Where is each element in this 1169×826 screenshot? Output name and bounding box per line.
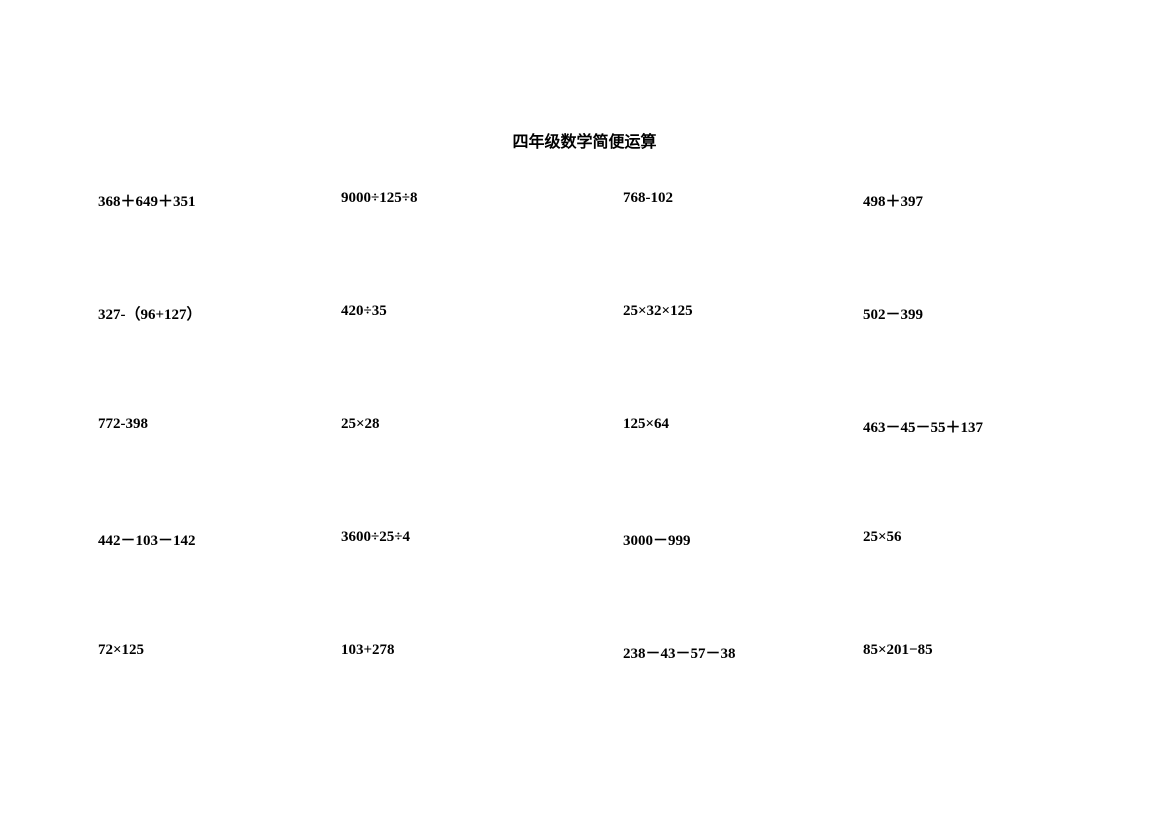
- problem-cell: 327-（96+127）: [98, 303, 341, 324]
- problem-cell: 463－45－55＋137: [863, 416, 1071, 437]
- problem-cell: 125×64: [623, 416, 863, 437]
- problem-cell: 368＋649＋351: [98, 190, 341, 211]
- problem-cell: 502－399: [863, 303, 1071, 324]
- problem-cell: 25×56: [863, 529, 1071, 550]
- page-container: 四年级数学简便运算 368＋649＋351 9000÷125÷8 768-102…: [0, 0, 1169, 826]
- page-title: 四年级数学简便运算: [98, 128, 1071, 152]
- problem-cell: 9000÷125÷8: [341, 190, 623, 211]
- problem-cell: 768-102: [623, 190, 863, 211]
- problem-cell: 103+278: [341, 642, 623, 663]
- problem-cell: 25×28: [341, 416, 623, 437]
- problem-cell: 498＋397: [863, 190, 1071, 211]
- problem-cell: 420÷35: [341, 303, 623, 324]
- problem-cell: 238－43－57－38: [623, 642, 863, 663]
- problem-cell: 85×201−85: [863, 642, 1071, 663]
- problem-cell: 25×32×125: [623, 303, 863, 324]
- problem-cell: 772-398: [98, 416, 341, 437]
- problem-cell: 3000－999: [623, 529, 863, 550]
- problems-grid: 368＋649＋351 9000÷125÷8 768-102 498＋397 3…: [98, 190, 1071, 663]
- problem-cell: 442－103－142: [98, 529, 341, 550]
- problem-cell: 72×125: [98, 642, 341, 663]
- problem-cell: 3600÷25÷4: [341, 529, 623, 550]
